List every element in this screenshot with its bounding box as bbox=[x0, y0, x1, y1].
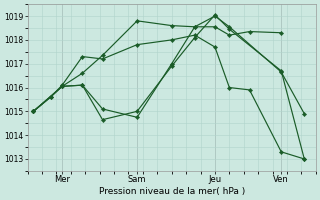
X-axis label: Pression niveau de la mer( hPa ): Pression niveau de la mer( hPa ) bbox=[99, 187, 245, 196]
